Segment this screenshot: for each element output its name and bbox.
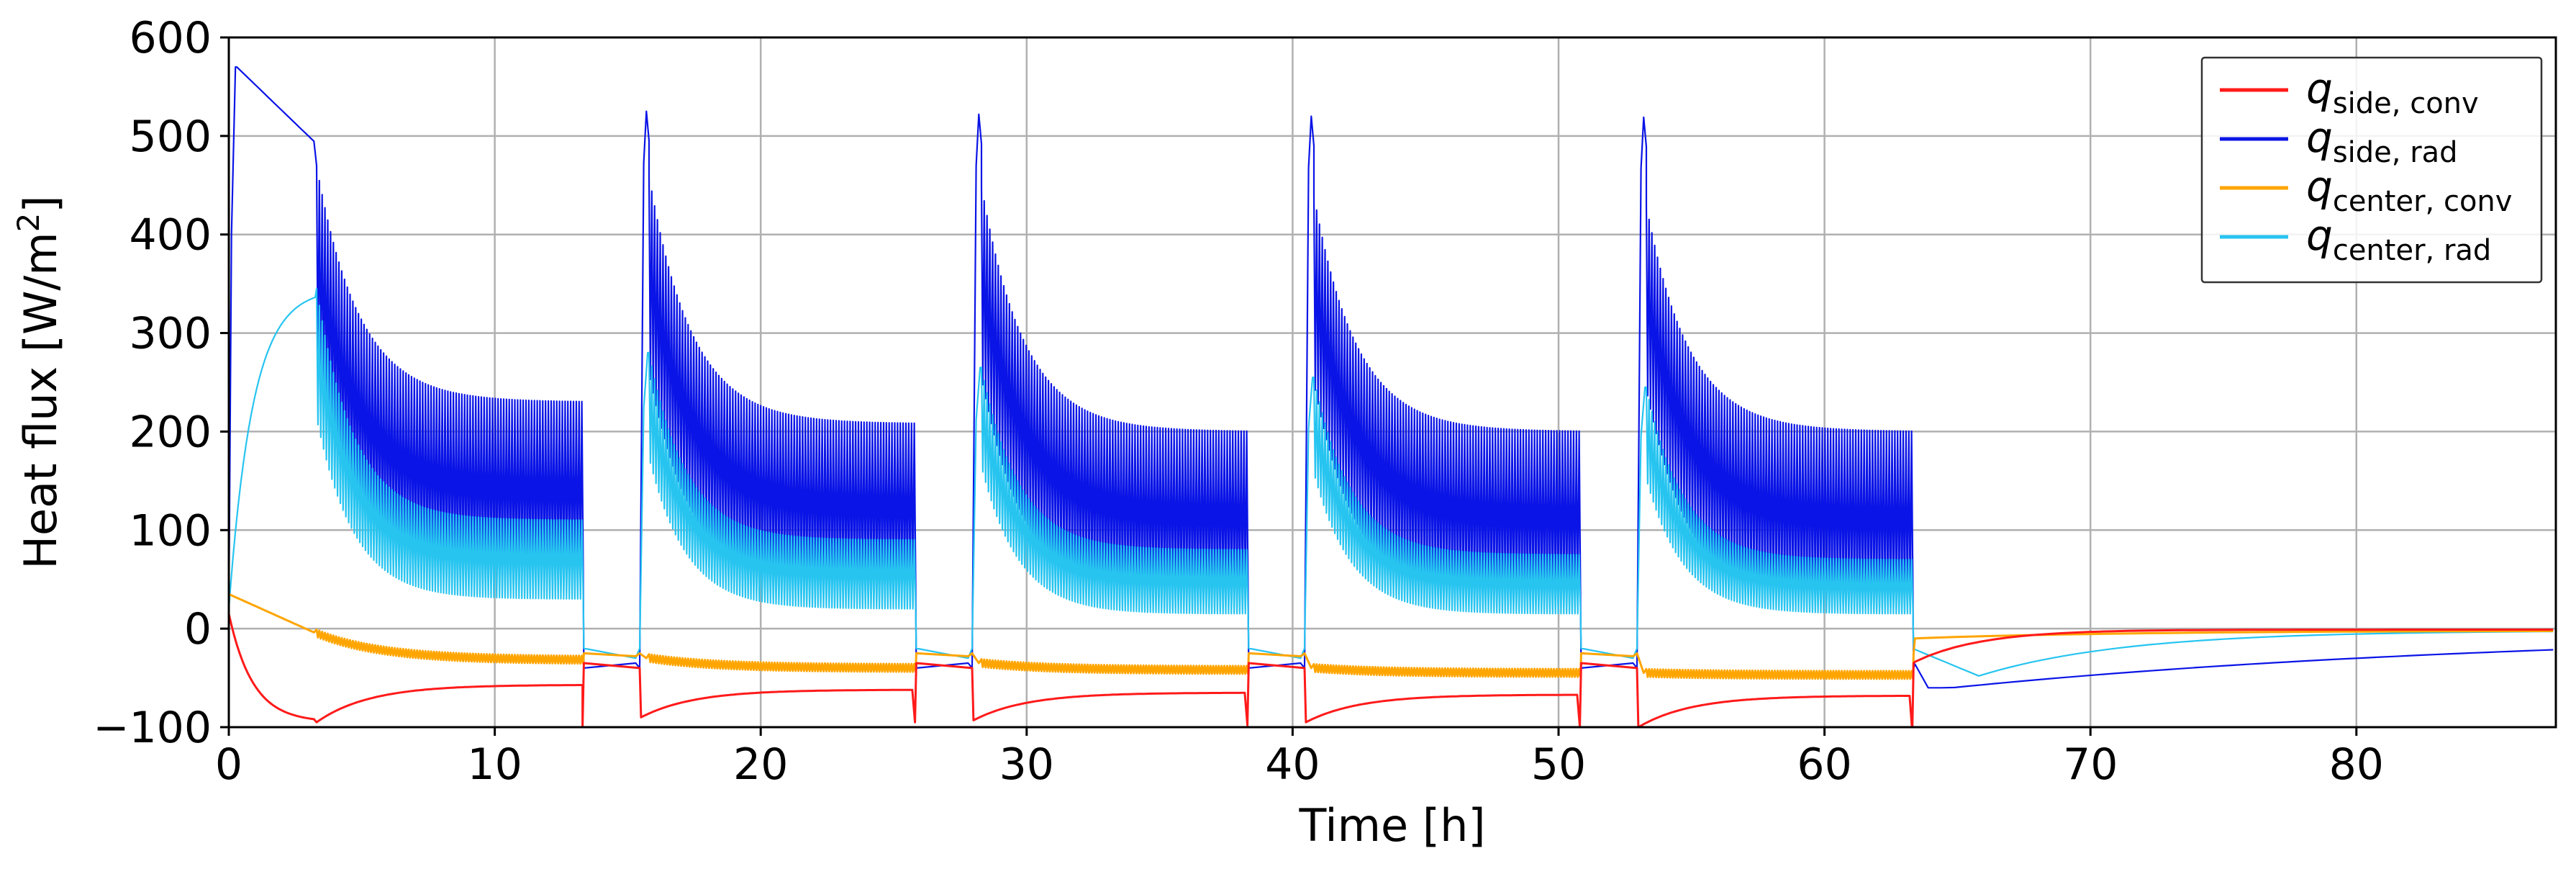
- y-tick-label: 600: [129, 13, 212, 63]
- legend-entry: qside, rad: [2306, 113, 2458, 169]
- y-axis-label-sup: 2: [11, 213, 46, 233]
- series-line-side-rad: [229, 66, 2554, 689]
- y-tick-label: 100: [129, 505, 212, 556]
- y-tick-label: −100: [93, 703, 212, 753]
- y-tick-label: 500: [129, 112, 212, 162]
- legend-entry: qcenter, conv: [2306, 162, 2512, 218]
- y-axis-ticks: −100 0 100 200 300 400 500 600: [93, 13, 229, 753]
- legend-box: [2200, 56, 2543, 284]
- x-tick-label: 20: [733, 739, 788, 790]
- series-layer: [229, 66, 2554, 727]
- y-axis-label: Heat flux [W/m2]: [11, 195, 67, 569]
- series-line-center-rad: [229, 287, 2554, 677]
- legend-entry-base: q: [2306, 211, 2333, 260]
- legend-entry-base: q: [2306, 113, 2333, 162]
- y-tick-label: 0: [184, 604, 212, 654]
- legend-entry-sub: side, conv: [2333, 87, 2479, 120]
- legend-entry: qside, conv: [2306, 64, 2479, 120]
- y-tick-label: 200: [129, 407, 212, 457]
- x-tick-label: 70: [2063, 739, 2118, 790]
- legend-entry-sub: center, rad: [2333, 234, 2491, 267]
- legend-entry-sub: center, conv: [2333, 185, 2513, 218]
- series-line-center-conv: [229, 593, 2554, 680]
- x-tick-label: 0: [215, 739, 242, 790]
- plot-frame: [227, 36, 2557, 729]
- legend-entry-base: q: [2306, 64, 2333, 113]
- x-tick-label: 80: [2329, 739, 2384, 790]
- series-line-side-conv: [229, 613, 2554, 727]
- x-tick-label: 40: [1265, 739, 1320, 790]
- y-tick-label: 400: [129, 210, 212, 261]
- legend-entry-base: q: [2306, 162, 2333, 211]
- x-tick-label: 50: [1531, 739, 1586, 790]
- x-axis-label: Time [h]: [1298, 799, 1485, 852]
- legend-entry: qcenter, rad: [2306, 211, 2491, 267]
- legend-entry-sub: side, rad: [2333, 136, 2458, 169]
- x-tick-label: 30: [999, 739, 1054, 790]
- x-axis-ticks: 0 10 20 30 40 50 60 70 80: [215, 727, 2384, 790]
- x-tick-label: 10: [467, 739, 522, 790]
- y-axis-label-close: ]: [14, 195, 67, 212]
- x-tick-label: 60: [1797, 739, 1851, 790]
- y-tick-label: 300: [129, 309, 212, 359]
- y-axis-label-main: Heat flux [W/m: [14, 232, 67, 569]
